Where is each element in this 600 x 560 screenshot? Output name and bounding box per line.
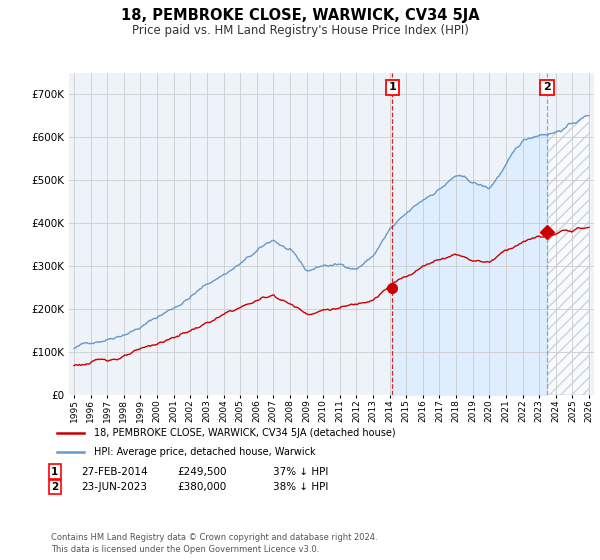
Text: £249,500: £249,500 [177, 466, 227, 477]
Text: 18, PEMBROKE CLOSE, WARWICK, CV34 5JA (detached house): 18, PEMBROKE CLOSE, WARWICK, CV34 5JA (d… [94, 428, 395, 438]
Text: 18, PEMBROKE CLOSE, WARWICK, CV34 5JA: 18, PEMBROKE CLOSE, WARWICK, CV34 5JA [121, 8, 479, 24]
Text: Price paid vs. HM Land Registry's House Price Index (HPI): Price paid vs. HM Land Registry's House … [131, 24, 469, 36]
Text: 1: 1 [388, 82, 396, 92]
Text: Contains HM Land Registry data © Crown copyright and database right 2024.
This d: Contains HM Land Registry data © Crown c… [51, 533, 377, 554]
Text: £380,000: £380,000 [177, 482, 226, 492]
Text: HPI: Average price, detached house, Warwick: HPI: Average price, detached house, Warw… [94, 447, 315, 457]
Text: 23-JUN-2023: 23-JUN-2023 [81, 482, 147, 492]
Text: 37% ↓ HPI: 37% ↓ HPI [273, 466, 328, 477]
Text: 38% ↓ HPI: 38% ↓ HPI [273, 482, 328, 492]
Text: 1: 1 [51, 466, 58, 477]
Text: 27-FEB-2014: 27-FEB-2014 [81, 466, 148, 477]
Text: 2: 2 [51, 482, 58, 492]
Text: 2: 2 [543, 82, 551, 92]
